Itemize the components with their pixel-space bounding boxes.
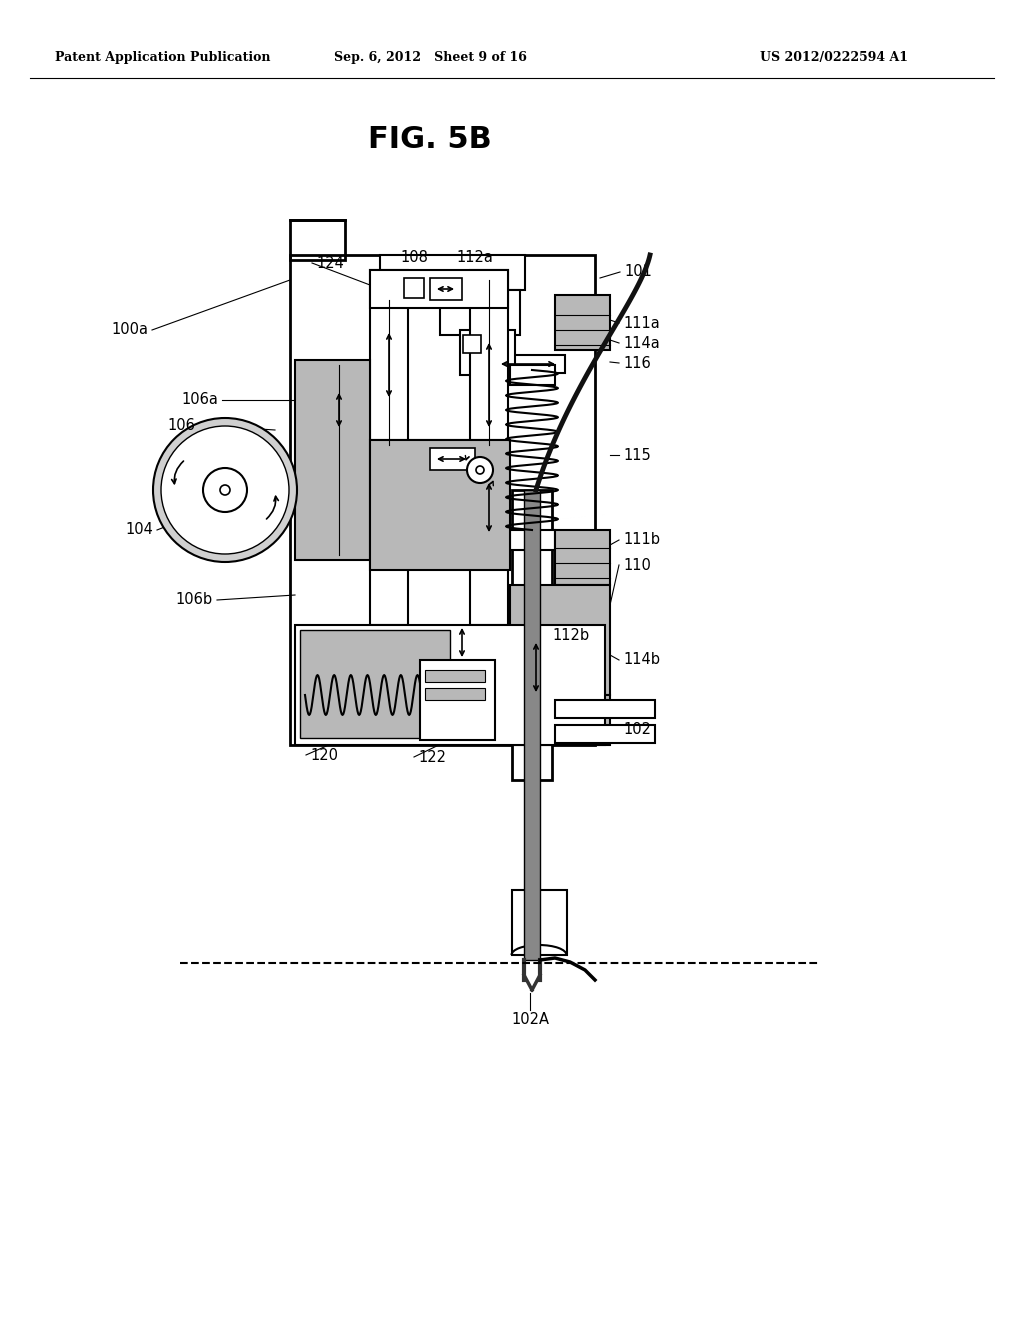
Bar xyxy=(295,360,370,560)
Bar xyxy=(290,255,595,744)
Circle shape xyxy=(220,484,230,495)
Text: 100a: 100a xyxy=(111,322,148,338)
Text: 101: 101 xyxy=(624,264,652,280)
Text: 112b: 112b xyxy=(553,627,590,643)
Circle shape xyxy=(203,469,247,512)
Text: 122: 122 xyxy=(418,750,446,764)
Bar xyxy=(555,294,610,350)
Circle shape xyxy=(153,418,297,562)
Bar xyxy=(524,490,540,960)
Text: 115: 115 xyxy=(623,447,650,462)
Text: 102A: 102A xyxy=(511,1012,549,1027)
Text: 106b: 106b xyxy=(176,593,213,607)
Bar xyxy=(555,700,655,718)
Bar xyxy=(300,630,450,738)
Bar xyxy=(370,271,508,308)
Text: 124: 124 xyxy=(316,256,344,271)
Text: US 2012/0222594 A1: US 2012/0222594 A1 xyxy=(760,51,908,65)
Bar xyxy=(460,330,515,375)
Bar xyxy=(510,366,555,385)
Bar xyxy=(420,660,495,741)
Circle shape xyxy=(467,457,493,483)
Text: 106a: 106a xyxy=(181,392,218,408)
Bar xyxy=(555,725,655,743)
Bar xyxy=(490,355,565,374)
Bar xyxy=(370,440,510,570)
Text: Patent Application Publication: Patent Application Publication xyxy=(55,51,270,65)
Text: 104: 104 xyxy=(125,523,153,537)
Bar xyxy=(470,271,508,624)
Text: FIG. 5B: FIG. 5B xyxy=(368,125,492,154)
Bar xyxy=(370,440,508,478)
Bar xyxy=(430,447,475,470)
Bar xyxy=(510,585,610,696)
Text: 110: 110 xyxy=(623,557,651,573)
Text: 111a: 111a xyxy=(623,315,659,330)
Bar xyxy=(295,624,605,744)
Circle shape xyxy=(476,466,484,474)
Text: 102: 102 xyxy=(623,722,651,738)
Circle shape xyxy=(161,426,289,554)
Text: 114b: 114b xyxy=(623,652,660,668)
Text: Sep. 6, 2012   Sheet 9 of 16: Sep. 6, 2012 Sheet 9 of 16 xyxy=(334,51,526,65)
Text: 114a: 114a xyxy=(623,335,659,351)
Text: 106: 106 xyxy=(167,417,195,433)
Text: 116: 116 xyxy=(623,355,650,371)
Bar xyxy=(430,279,462,300)
Text: 108: 108 xyxy=(400,249,428,264)
Text: 112a: 112a xyxy=(456,249,493,264)
Bar xyxy=(425,671,485,682)
Bar xyxy=(463,335,481,352)
Bar xyxy=(555,531,610,585)
Bar xyxy=(370,271,408,624)
Bar xyxy=(380,255,525,290)
Bar xyxy=(512,890,567,954)
Text: 111b: 111b xyxy=(623,532,660,548)
Bar xyxy=(510,696,610,744)
Bar xyxy=(290,220,345,260)
Bar xyxy=(440,290,520,335)
Bar xyxy=(512,490,552,780)
Bar xyxy=(425,688,485,700)
Text: 120: 120 xyxy=(310,747,338,763)
Bar xyxy=(404,279,424,298)
Bar xyxy=(510,531,555,550)
